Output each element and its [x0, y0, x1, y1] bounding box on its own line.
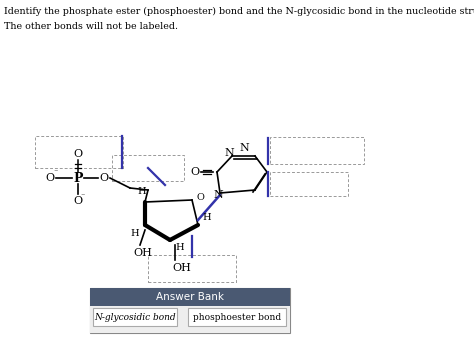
Bar — [90, 288, 290, 306]
Text: The other bonds will not be labeled.: The other bonds will not be labeled. — [4, 22, 178, 31]
Text: N: N — [239, 143, 249, 153]
Bar — [188, 308, 286, 326]
Text: H: H — [176, 244, 184, 252]
Text: O: O — [191, 167, 200, 177]
Text: N: N — [213, 190, 223, 200]
Text: O: O — [73, 196, 82, 206]
Text: OH: OH — [173, 263, 191, 273]
Text: phosphoester bond: phosphoester bond — [193, 312, 281, 322]
Text: ⁻: ⁻ — [81, 193, 85, 201]
Text: O: O — [100, 173, 109, 183]
Bar — [90, 288, 290, 333]
Text: H: H — [203, 213, 211, 222]
Bar — [93, 308, 177, 326]
Text: Identify the phosphate ester (phosphoester) bond and the N-glycosidic bond in th: Identify the phosphate ester (phosphoest… — [4, 7, 474, 16]
Text: H: H — [137, 187, 146, 196]
Text: P: P — [73, 172, 83, 184]
Bar — [90, 306, 290, 333]
Text: N: N — [224, 148, 234, 158]
Text: O: O — [73, 149, 82, 159]
Text: ⁻: ⁻ — [54, 169, 58, 177]
Text: O: O — [196, 193, 204, 203]
Text: H: H — [131, 228, 139, 237]
Text: Answer Bank: Answer Bank — [156, 292, 224, 302]
Text: O: O — [46, 173, 55, 183]
Text: OH: OH — [134, 248, 153, 258]
Text: N-glycosidic bond: N-glycosidic bond — [94, 312, 176, 322]
